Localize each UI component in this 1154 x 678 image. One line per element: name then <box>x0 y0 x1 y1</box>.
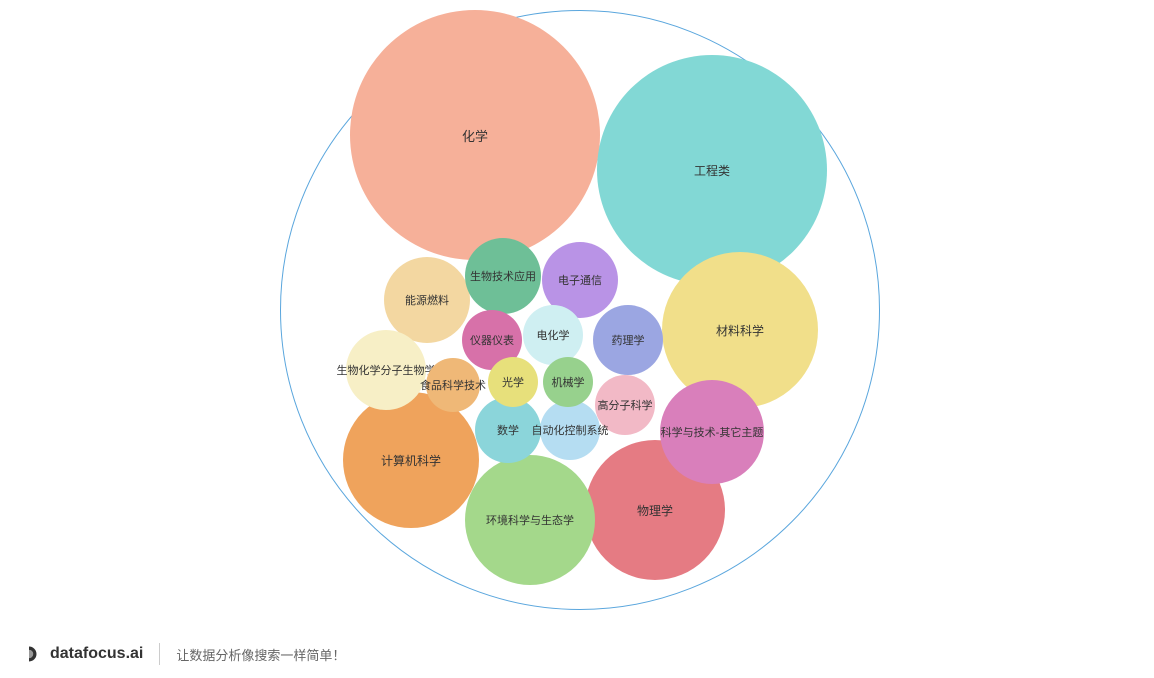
bubble[interactable]: 机械学 <box>543 357 593 407</box>
datafocus-logo-icon <box>24 644 44 664</box>
bubble[interactable]: 计算机科学 <box>343 392 479 528</box>
bubble[interactable]: 工程类 <box>597 55 827 285</box>
bubble-label: 材料科学 <box>716 322 764 339</box>
bubble-label: 科学与技术-其它主题 <box>661 424 764 440</box>
bubble-label: 食品科学技术 <box>420 377 486 393</box>
bubble[interactable]: 生物技术应用 <box>465 238 541 314</box>
bubble-label: 数学 <box>497 422 519 438</box>
bubble[interactable]: 生物化学分子生物学 <box>346 330 426 410</box>
bubble[interactable]: 科学与技术-其它主题 <box>660 380 764 484</box>
bubble[interactable]: 食品科学技术 <box>426 358 480 412</box>
bubble-label: 电子通信 <box>558 272 602 288</box>
bubble-label: 高分子科学 <box>598 397 653 413</box>
bubble-label: 光学 <box>502 374 524 390</box>
bubble[interactable]: 光学 <box>488 357 538 407</box>
bubble[interactable]: 环境科学与生态学 <box>465 455 595 585</box>
bubble-label: 化学 <box>462 126 488 145</box>
bubble[interactable]: 药理学 <box>593 305 663 375</box>
bubble-label: 电化学 <box>537 327 570 343</box>
circle-packing-chart: 化学工程类材料科学计算机科学物理学环境科学与生态学科学与技术-其它主题能源燃料生… <box>0 0 1154 630</box>
footer-divider <box>159 643 160 665</box>
bubble-label: 工程类 <box>694 162 730 179</box>
bubble[interactable]: 化学 <box>350 10 600 260</box>
bubble-label: 机械学 <box>552 374 585 390</box>
bubble[interactable]: 电化学 <box>523 305 583 365</box>
bubble-label: 物理学 <box>637 502 673 519</box>
bubble-label: 仪器仪表 <box>470 332 514 348</box>
bubble-label: 药理学 <box>612 332 645 348</box>
brand-name: datafocus.ai <box>50 645 143 663</box>
bubble[interactable]: 材料科学 <box>662 252 818 408</box>
bubble[interactable]: 自动化控制系统 <box>540 400 600 460</box>
footer: datafocus.ai 让数据分析像搜索一样简单！ <box>0 630 1154 678</box>
brand-tagline: 让数据分析像搜索一样简单！ <box>176 645 345 664</box>
bubble-label: 环境科学与生态学 <box>486 512 574 528</box>
bubble-label: 自动化控制系统 <box>532 422 609 438</box>
bubble-label: 生物技术应用 <box>470 268 536 284</box>
bubble-label: 能源燃料 <box>405 292 449 308</box>
bubble-label: 生物化学分子生物学 <box>337 362 436 378</box>
bubble-label: 计算机科学 <box>381 452 441 469</box>
bubble[interactable]: 能源燃料 <box>384 257 470 343</box>
